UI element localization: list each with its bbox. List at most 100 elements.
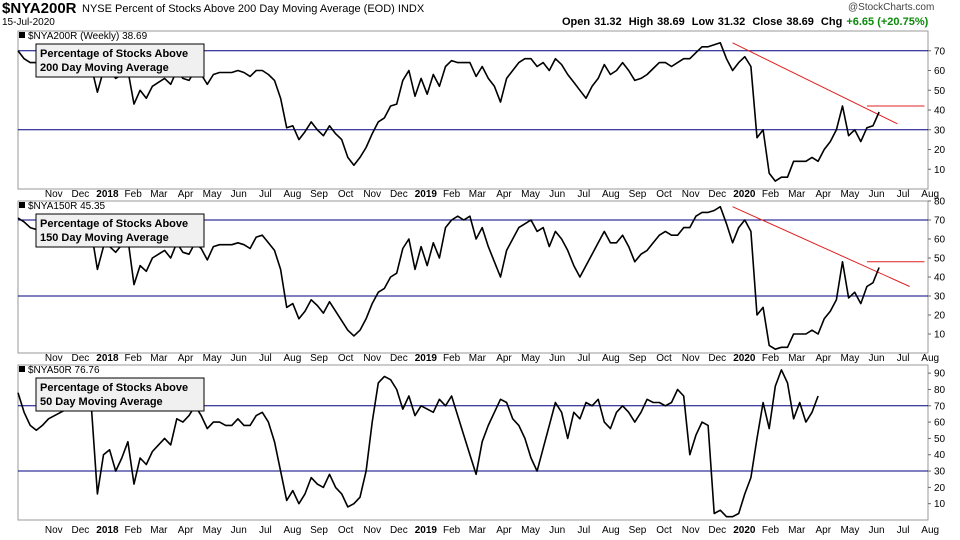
x-tick-label: Oct [338, 525, 354, 536]
x-tick-label: Jun [549, 525, 565, 536]
x-tick-label: 2020 [733, 353, 756, 364]
title-box-frame [35, 43, 205, 78]
x-tick-label: Mar [788, 525, 806, 536]
x-tick-label: Apr [496, 353, 512, 364]
y-tick-label: 40 [934, 450, 946, 461]
x-tick-label: Dec [71, 353, 89, 364]
y-tick-label: 50 [934, 254, 946, 265]
legend-swatch [19, 32, 25, 38]
x-tick-label: Nov [45, 353, 63, 364]
panel-legend: $NYA150R 45.35 [19, 201, 106, 212]
x-tick-label: Dec [708, 189, 726, 200]
x-tick-label: Dec [708, 353, 726, 364]
legend-text: $NYA150R 45.35 [28, 201, 106, 212]
x-tick-label: 2020 [733, 189, 756, 200]
title-line-2: 200 Day Moving Average [40, 62, 169, 74]
x-tick-label: Aug [921, 189, 939, 200]
y-tick-label: 10 [934, 330, 946, 341]
x-tick-label: 2018 [96, 189, 119, 200]
legend-text: $NYA50R 76.76 [28, 365, 100, 376]
x-tick-label: Nov [363, 525, 381, 536]
series-line [17, 205, 880, 351]
x-tick-label: Aug [602, 353, 620, 364]
x-tick-label: Apr [496, 525, 512, 536]
x-axis-labels: Nov Dec 2018 Feb Mar Apr May Jun Jul Aug Sep Oct Nov… [45, 525, 939, 536]
y-tick-label: 10 [934, 165, 946, 176]
x-tick-label: Sep [310, 353, 328, 364]
x-tick-label: Sep [310, 189, 328, 200]
x-tick-label: Jun [868, 525, 884, 536]
x-tick-label: Jul [259, 525, 272, 536]
x-tick-label: Aug [283, 189, 301, 200]
x-tick-label: Nov [682, 525, 700, 536]
x-tick-label: Jun [868, 353, 884, 364]
x-tick-label: Jun [549, 189, 565, 200]
y-tick-label: 60 [934, 235, 946, 246]
x-tick-label: May [521, 189, 540, 200]
x-tick-label: Feb [125, 353, 143, 364]
x-tick-label: May [521, 353, 540, 364]
x-tick-label: Mar [150, 525, 168, 536]
x-tick-label: Nov [363, 189, 381, 200]
panel-title-box: Percentage of Stocks Above 50 Day Moving … [35, 377, 205, 412]
x-tick-label: 2020 [733, 525, 756, 536]
x-tick-label: 2018 [96, 525, 119, 536]
x-tick-label: Feb [443, 525, 461, 536]
x-tick-label: May [203, 525, 222, 536]
title-box-frame [35, 213, 205, 248]
title-box-frame [35, 377, 205, 412]
y-tick-label: 50 [934, 434, 946, 445]
y-tick-label: 70 [934, 46, 946, 57]
x-tick-label: May [840, 525, 859, 536]
x-tick-label: Nov [45, 189, 63, 200]
x-tick-label: Sep [310, 525, 328, 536]
title-line-1: Percentage of Stocks Above [40, 218, 188, 230]
chart-header: $NYA200R NYSE Percent of Stocks Above 20… [0, 0, 960, 30]
x-tick-label: Apr [178, 525, 194, 536]
x-tick-label: Jun [549, 353, 565, 364]
x-tick-label: Aug [283, 525, 301, 536]
x-tick-label: Sep [629, 189, 647, 200]
chart-symbol: $NYA200R [2, 0, 77, 17]
x-tick-label: Jul [577, 525, 590, 536]
x-tick-label: Feb [762, 189, 780, 200]
panel-title-box: Percentage of Stocks Above 150 Day Moving… [35, 213, 205, 248]
y-tick-label: 10 [934, 499, 946, 510]
x-tick-label: Jul [897, 189, 910, 200]
x-axis-labels: Nov Dec 2018 Feb Mar Apr May Jun Jul Aug Sep Oct Nov… [45, 353, 939, 364]
y-tick-label: 90 [934, 369, 946, 380]
x-tick-label: Mar [150, 353, 168, 364]
series-line [17, 41, 880, 182]
panel-title-box: Percentage of Stocks Above 200 Day Moving… [35, 43, 205, 78]
y-tick-label: 70 [934, 216, 946, 227]
x-tick-label: 2019 [415, 525, 438, 536]
x-tick-label: Feb [762, 353, 780, 364]
title-line-1: Percentage of Stocks Above [40, 48, 188, 60]
x-tick-label: Feb [762, 525, 780, 536]
x-tick-label: Apr [816, 353, 832, 364]
y-tick-label: 20 [934, 145, 946, 156]
x-tick-label: Aug [602, 189, 620, 200]
close-label: Close [752, 16, 783, 28]
x-tick-label: May [203, 353, 222, 364]
y-tick-label: 60 [934, 66, 946, 77]
x-tick-label: Dec [390, 189, 408, 200]
series-line [17, 369, 819, 518]
x-tick-label: Jul [259, 353, 272, 364]
chart-description: NYSE Percent of Stocks Above 200 Day Mov… [82, 3, 425, 15]
x-tick-label: Jul [577, 353, 590, 364]
open-label: Open [562, 16, 591, 28]
x-tick-label: Apr [178, 189, 194, 200]
low-value: 31.32 [717, 16, 746, 28]
high-label: High [628, 16, 654, 28]
title-line-2: 150 Day Moving Average [40, 232, 169, 244]
stockcharts-copyright: @StockCharts.com [848, 2, 935, 13]
x-tick-label: Jun [868, 189, 884, 200]
x-tick-label: Mar [469, 189, 487, 200]
x-tick-label: 2019 [415, 189, 438, 200]
x-tick-label: Jul [259, 189, 272, 200]
x-tick-label: 2019 [415, 353, 438, 364]
panel-legend: $NYA200R (Weekly) 38.69 [19, 31, 148, 42]
x-tick-label: Nov [682, 353, 700, 364]
panel-legend: $NYA50R 76.76 [19, 365, 100, 376]
